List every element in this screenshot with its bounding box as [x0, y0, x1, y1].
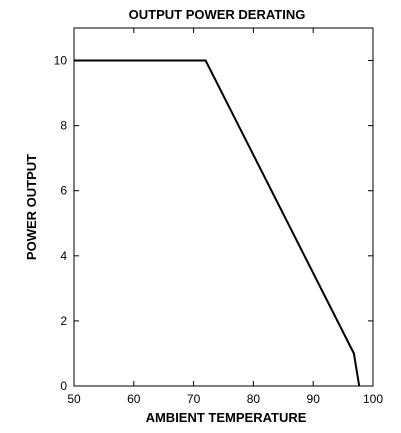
y-axis-label: POWER OUTPUT	[24, 154, 39, 260]
y-tick-label: 4	[60, 249, 67, 263]
power-derating-curve	[74, 59, 361, 387]
chart-title: OUTPUT POWER DERATING	[129, 7, 306, 22]
y-tick-label: 0	[60, 379, 67, 393]
y-tick-label: 6	[60, 184, 67, 198]
x-tick-label: 50	[67, 392, 81, 406]
x-axis-tick-labels: 50 60 70 80 90 100	[67, 392, 383, 406]
x-tick-label: 60	[127, 392, 141, 406]
y-axis-tick-labels: 0 2 4 6 8 10	[54, 54, 68, 393]
x-tick-label: 90	[307, 392, 321, 406]
x-axis-label: AMBIENT TEMPERATURE	[146, 410, 307, 425]
plot-frame	[73, 27, 374, 387]
y-tick-label: 10	[54, 54, 68, 68]
x-axis-ticks	[73, 28, 374, 386]
y-tick-label: 2	[60, 314, 67, 328]
x-tick-label: 70	[187, 392, 201, 406]
y-tick-label: 8	[60, 119, 67, 133]
y-axis-ticks	[74, 60, 373, 387]
x-tick-label: 100	[363, 392, 383, 406]
x-tick-label: 80	[247, 392, 261, 406]
